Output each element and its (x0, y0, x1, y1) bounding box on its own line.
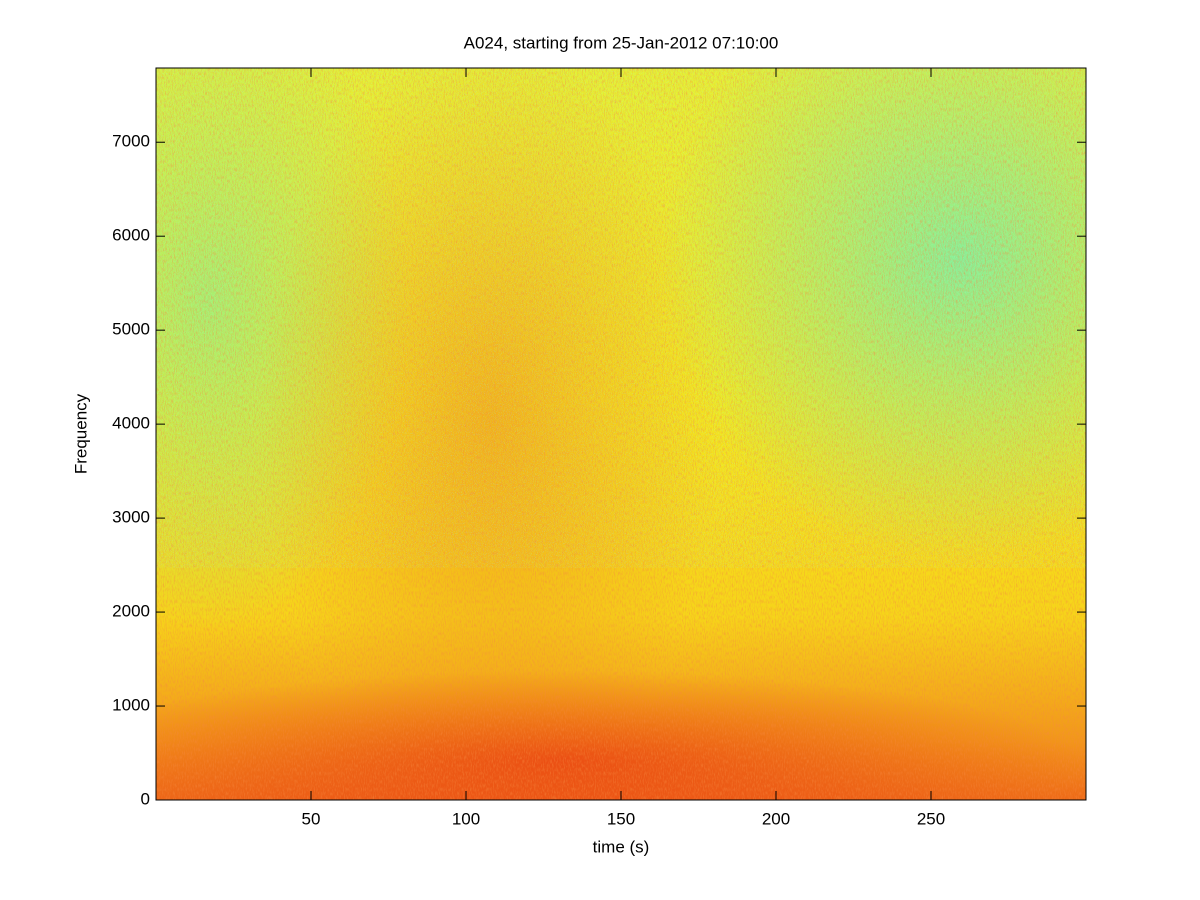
chart-title: A024, starting from 25-Jan-2012 07:10:00 (464, 33, 779, 52)
x-axis-label: time (s) (593, 837, 650, 856)
y-tick-label: 1000 (112, 696, 150, 715)
y-tick-label: 0 (141, 789, 150, 808)
y-tick-label: 5000 (112, 320, 150, 339)
y-tick-label: 7000 (112, 132, 150, 151)
x-tick-label: 100 (452, 809, 480, 828)
x-tick-label: 250 (917, 809, 945, 828)
y-tick-label: 2000 (112, 602, 150, 621)
y-tick-label: 6000 (112, 226, 150, 245)
spectrogram-texture (156, 68, 1086, 568)
spectrogram-image (156, 68, 1086, 800)
x-tick-label: 50 (302, 809, 321, 828)
y-tick-label: 3000 (112, 508, 150, 527)
x-tick-label: 200 (762, 809, 790, 828)
x-tick-label: 150 (607, 809, 635, 828)
y-axis-label: Frequency (71, 393, 90, 474)
y-tick-label: 4000 (112, 414, 150, 433)
